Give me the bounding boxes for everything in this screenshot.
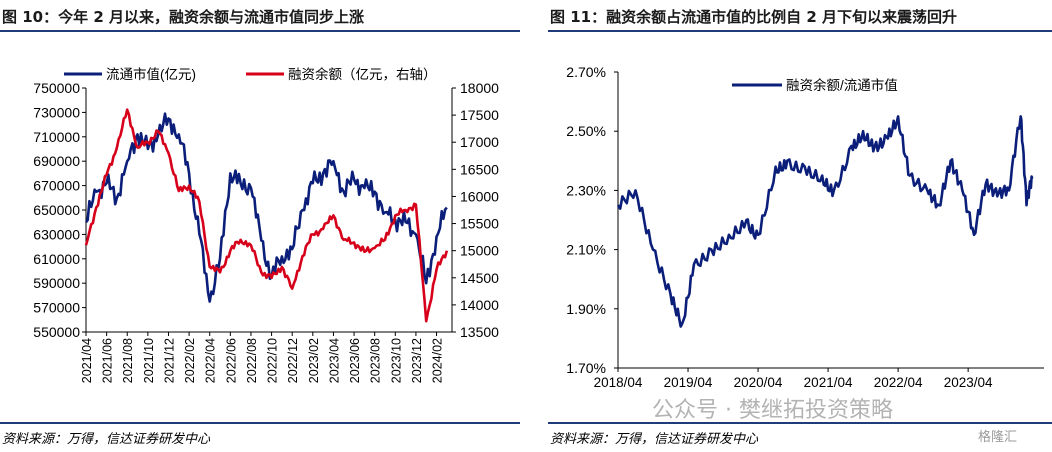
right-chart-plot: 2.70% 2.50% 2.30% 2.10% 1.90% 1.70%2018/04 201… xyxy=(566,64,1044,390)
x-tick-label: 2023/06 xyxy=(348,338,362,383)
x-tick-label: 2021/08 xyxy=(121,338,135,383)
right-chart-title: 图 11：融资余额占流通市值的比例自 2 月下旬以来震荡回升 xyxy=(550,8,957,26)
x-tick-label: 2022/10 xyxy=(266,338,280,383)
y-tick-label: 2.10% xyxy=(566,242,606,258)
y-tick-label-left: 590000 xyxy=(33,275,80,291)
left-chart-svg: 750000 730000 710000 690000 670000 650000 6300… xyxy=(33,66,499,383)
x-tick-label: 2022/02 xyxy=(183,338,197,383)
right-bottom-rule xyxy=(548,422,1052,424)
x-tick-label: 2022/06 xyxy=(224,338,238,383)
right-top-rule xyxy=(548,30,1052,32)
y-tick-label-left: 750000 xyxy=(33,80,80,96)
series-line-ratio xyxy=(616,115,1034,328)
left-bottom-rule xyxy=(0,422,520,424)
left-top-rule xyxy=(0,30,520,32)
x-tick-label: 2023/12 xyxy=(410,338,424,383)
y-tick-label: 2.30% xyxy=(566,182,606,198)
y-tick-label-left: 690000 xyxy=(33,153,80,169)
x-tick-label: 2020/04 xyxy=(734,375,783,390)
x-tick-label: 2023/04 xyxy=(944,375,993,390)
y-tick-label-left: 570000 xyxy=(33,300,80,316)
y-tick-label-left: 610000 xyxy=(33,251,80,267)
x-tick-label: 2022/04 xyxy=(204,338,218,383)
x-tick-label: 2023/10 xyxy=(389,338,403,383)
watermark-logo: 格隆汇 xyxy=(978,430,1018,445)
legend-label: 流通市值(亿元) xyxy=(106,66,196,82)
x-tick-label: 2022/04 xyxy=(874,375,923,390)
x-tick-label: 2023/04 xyxy=(327,338,341,383)
left-chart-title: 图 10：今年 2 月以来，融资余额与流通市值同步上涨 xyxy=(2,8,364,26)
y-tick-label-right: 16500 xyxy=(460,161,499,177)
x-tick-label: 2023/02 xyxy=(307,338,321,383)
y-tick-label-left: 710000 xyxy=(33,129,80,145)
x-tick-label: 2021/12 xyxy=(162,338,176,383)
y-tick-label-right: 16000 xyxy=(460,188,499,204)
y-tick-label: 2.50% xyxy=(566,123,606,139)
y-tick-label-right: 14000 xyxy=(460,297,499,313)
x-tick-label: 2022/08 xyxy=(245,338,259,383)
right-source-note: 资料来源：万得，信达证券研发中心 xyxy=(550,432,759,447)
x-tick-label: 2024/02 xyxy=(431,338,445,383)
y-tick-label-left: 650000 xyxy=(33,202,80,218)
x-tick-label: 2023/08 xyxy=(369,338,383,383)
y-tick-label: 2.70% xyxy=(566,64,606,80)
y-tick-label-left: 670000 xyxy=(33,178,80,194)
x-tick-label: 2021/10 xyxy=(142,338,156,383)
left-chart-panel: 图 10：今年 2 月以来，融资余额与流通市值同步上涨 750000 730000… xyxy=(0,0,520,452)
y-tick-label-right: 17500 xyxy=(460,107,499,123)
left-chart-plot: 750000 730000 710000 690000 670000 650000 6300… xyxy=(33,66,499,383)
legend-label: 融资余额/流通市值 xyxy=(786,77,898,93)
x-tick-label: 2021/06 xyxy=(101,338,115,383)
legend-label: 融资余额（亿元，右轴） xyxy=(288,66,437,82)
x-tick-label: 2018/04 xyxy=(594,375,643,390)
y-tick-label-right: 14500 xyxy=(460,270,499,286)
left-source-note: 资料来源：万得，信达证券研发中心 xyxy=(2,432,211,447)
y-tick-label: 1.90% xyxy=(566,301,606,317)
y-tick-label-right: 17000 xyxy=(460,134,499,150)
y-tick-label-right: 15000 xyxy=(460,243,499,259)
y-tick-label: 1.70% xyxy=(566,360,606,376)
y-tick-label-left: 550000 xyxy=(33,324,80,340)
y-tick-label-left: 730000 xyxy=(33,104,80,120)
x-tick-label: 2022/12 xyxy=(286,338,300,383)
right-chart-panel: 图 11：融资余额占流通市值的比例自 2 月下旬以来震荡回升 2.70% 2.50… xyxy=(548,0,1052,452)
y-tick-label-left: 630000 xyxy=(33,226,80,242)
x-tick-label: 2021/04 xyxy=(80,338,94,383)
y-tick-label-right: 18000 xyxy=(460,80,499,96)
x-tick-label: 2021/04 xyxy=(804,375,853,390)
series-line-market-cap xyxy=(84,112,448,303)
y-tick-label-right: 15500 xyxy=(460,216,499,232)
x-tick-label: 2019/04 xyxy=(664,375,713,390)
y-tick-label-right: 13500 xyxy=(460,324,499,340)
series-line-margin-balance xyxy=(84,108,449,323)
right-chart-svg: 2.70% 2.50% 2.30% 2.10% 1.90% 1.70%2018/04 201… xyxy=(566,64,1044,390)
watermark-text: 公众号 · 樊继拓投资策略 xyxy=(652,398,893,423)
